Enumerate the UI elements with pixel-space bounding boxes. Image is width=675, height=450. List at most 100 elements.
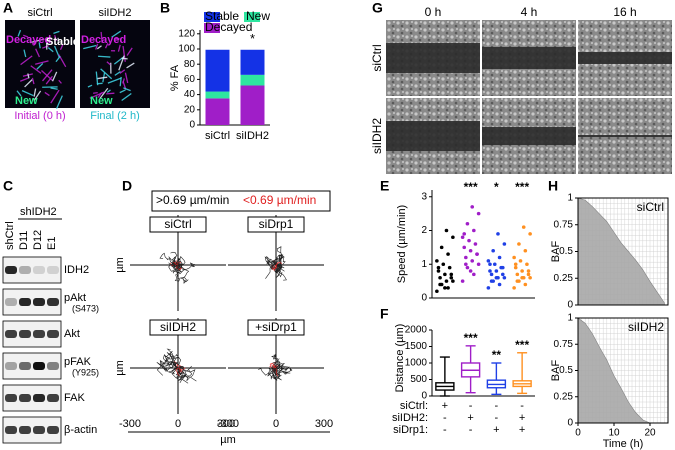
image-label: siIDH2 bbox=[98, 7, 131, 19]
cell-image bbox=[5, 20, 75, 108]
adhesion bbox=[45, 75, 53, 85]
bar-segment bbox=[240, 74, 265, 86]
adhesion bbox=[87, 84, 93, 88]
panel-letter: H bbox=[548, 178, 558, 194]
y-axis-label: Distance (µm) bbox=[394, 324, 406, 393]
panel-letter: D bbox=[122, 178, 132, 194]
dot bbox=[443, 272, 447, 277]
condition-sign: + bbox=[442, 400, 448, 412]
dot bbox=[518, 259, 523, 263]
track bbox=[159, 252, 179, 266]
condition-sign: - bbox=[495, 412, 499, 424]
track bbox=[275, 367, 279, 377]
track bbox=[271, 264, 277, 270]
track bbox=[264, 256, 277, 279]
adhesion bbox=[51, 71, 58, 82]
legend-box bbox=[151, 190, 331, 212]
panel-letter: E bbox=[380, 178, 389, 194]
dot bbox=[473, 242, 478, 246]
y-tick-label: 0 bbox=[567, 418, 573, 429]
condition-sign: - bbox=[443, 424, 447, 436]
adhesion bbox=[111, 30, 122, 38]
area bbox=[577, 197, 665, 306]
dot bbox=[513, 262, 518, 267]
panel-letter: B bbox=[160, 0, 170, 16]
y-tick-label: 0.5 bbox=[559, 246, 573, 257]
lane-group: shIDH2 bbox=[20, 206, 57, 218]
plot-label: siCtrl bbox=[164, 217, 191, 231]
adhesion bbox=[121, 57, 128, 60]
bar-segment bbox=[205, 98, 230, 125]
adhesion bbox=[83, 44, 97, 50]
dot bbox=[472, 228, 476, 233]
band bbox=[19, 362, 31, 370]
adhesion bbox=[100, 31, 103, 43]
adhesion bbox=[89, 91, 105, 99]
adhesion bbox=[96, 45, 102, 50]
track bbox=[273, 264, 283, 278]
significance: * bbox=[250, 31, 255, 46]
plot-frame bbox=[577, 197, 669, 306]
dot bbox=[515, 279, 520, 283]
decayed-label: Decayed bbox=[81, 34, 126, 46]
y-tick-label: 0.75 bbox=[554, 219, 574, 230]
panel-letter: G bbox=[372, 0, 383, 16]
condition-sign: + bbox=[519, 424, 525, 436]
x-tick-label: 20 bbox=[644, 428, 656, 439]
adhesion bbox=[98, 55, 111, 58]
condition-sign: - bbox=[469, 424, 473, 436]
dot bbox=[494, 275, 499, 280]
track bbox=[270, 364, 277, 369]
dot bbox=[476, 262, 481, 267]
x-tick-label: siIDH2 bbox=[236, 130, 269, 142]
caption: Initial (0 h) bbox=[14, 110, 65, 122]
plot-label: siIDH2 bbox=[160, 320, 196, 334]
dot bbox=[517, 242, 521, 246]
track bbox=[166, 352, 180, 375]
adhesion bbox=[114, 71, 121, 76]
adhesion bbox=[31, 42, 37, 45]
adhesion bbox=[95, 71, 99, 86]
dot bbox=[465, 221, 470, 226]
significance: *** bbox=[464, 331, 478, 345]
band bbox=[5, 362, 17, 370]
adhesion bbox=[119, 89, 126, 94]
dot bbox=[462, 245, 467, 250]
dot bbox=[497, 255, 502, 260]
wound-gap bbox=[482, 47, 576, 69]
adhesion bbox=[114, 37, 120, 40]
x-tick-label: 0 bbox=[575, 428, 581, 439]
plot-label-box bbox=[247, 216, 305, 233]
dot bbox=[497, 282, 502, 287]
band bbox=[33, 298, 45, 306]
y-tick-label: 100 bbox=[178, 44, 195, 55]
dot bbox=[523, 248, 528, 253]
time-label: 0 h bbox=[425, 5, 442, 19]
y-tick-label: 0 bbox=[567, 300, 573, 311]
dot bbox=[460, 279, 465, 283]
dot bbox=[435, 259, 439, 263]
wound-gap bbox=[578, 52, 672, 64]
dot bbox=[465, 265, 470, 270]
dot bbox=[494, 269, 499, 273]
y-tick-label: 0.25 bbox=[554, 391, 574, 402]
adhesion bbox=[27, 73, 30, 79]
adhesion bbox=[123, 87, 131, 92]
y-tick-label: 0 bbox=[189, 120, 195, 131]
condition-sign: - bbox=[469, 400, 473, 412]
dot bbox=[520, 269, 524, 273]
y-tick-label: 20 bbox=[184, 104, 196, 115]
track bbox=[175, 258, 181, 267]
dot bbox=[438, 282, 442, 287]
panel-letter: A bbox=[3, 0, 13, 16]
lane-label: D12 bbox=[32, 230, 44, 250]
dot bbox=[449, 275, 454, 280]
adhesion bbox=[50, 87, 58, 90]
adhesion bbox=[42, 69, 53, 82]
adhesion bbox=[53, 30, 60, 34]
y-tick-label: 1000 bbox=[405, 358, 428, 369]
y-tick-label: 0 bbox=[421, 391, 427, 402]
dot bbox=[447, 265, 452, 270]
y-tick-label: 0.5 bbox=[559, 365, 573, 376]
adhesion bbox=[117, 44, 121, 52]
